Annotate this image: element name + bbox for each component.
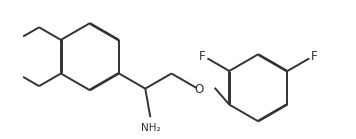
Text: F: F (199, 50, 206, 63)
Text: NH₂: NH₂ (141, 123, 160, 133)
Text: O: O (194, 83, 203, 96)
Text: F: F (311, 50, 318, 63)
